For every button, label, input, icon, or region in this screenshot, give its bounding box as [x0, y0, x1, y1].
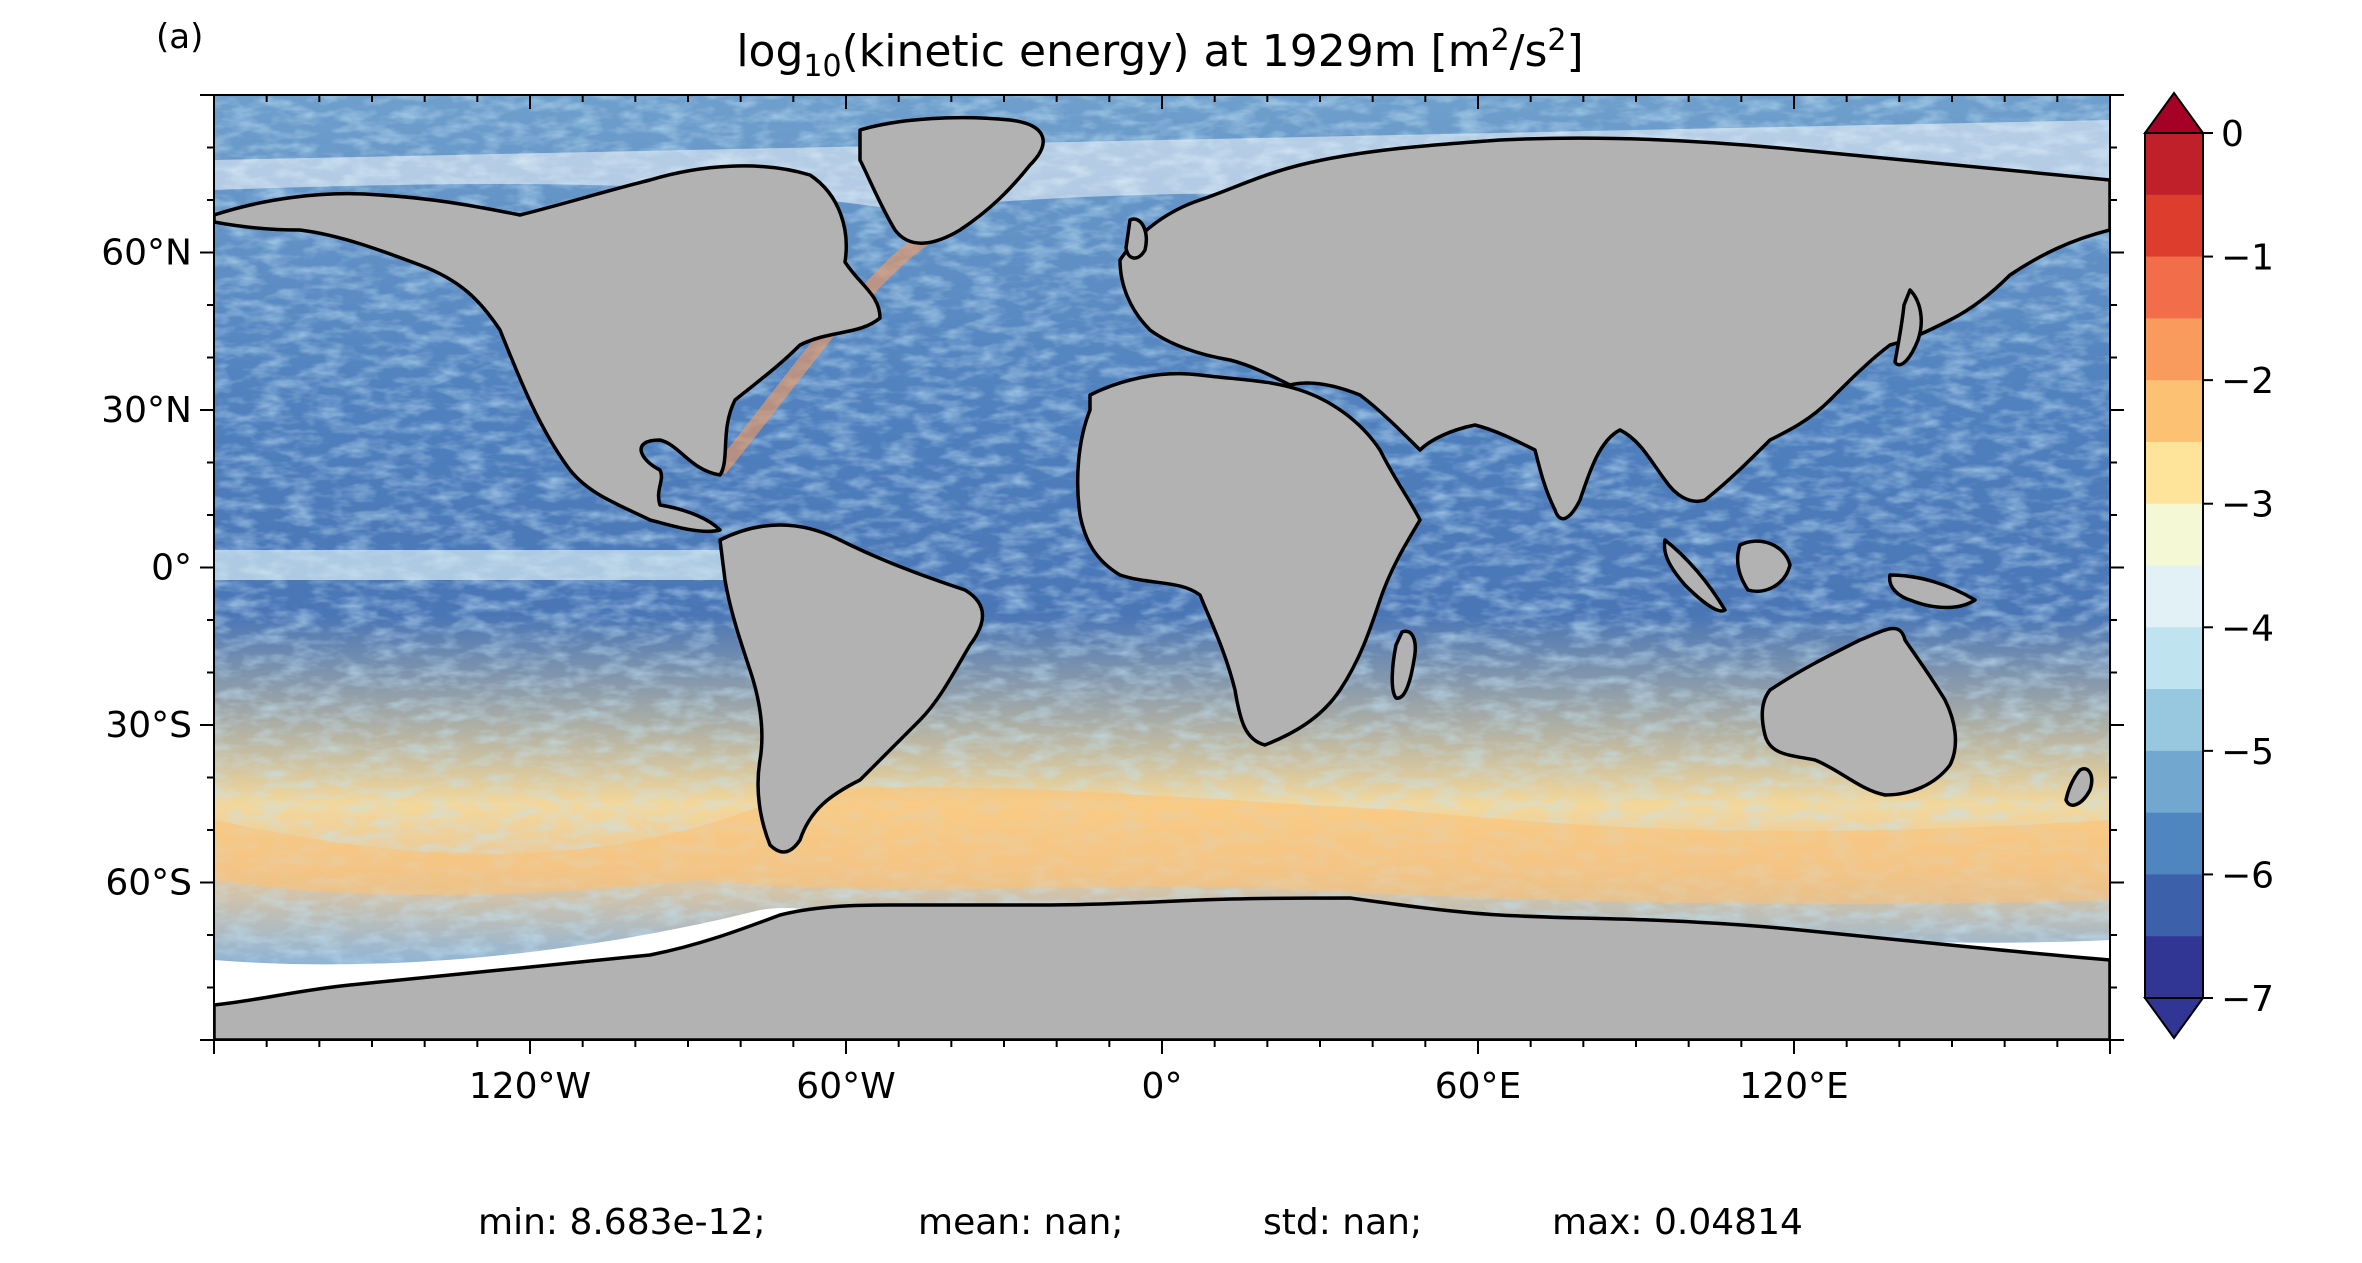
colorbar-frame: [2144, 132, 2204, 999]
land: [214, 115, 2110, 1040]
land-australia: [1760, 626, 1958, 797]
equatorial-band: [214, 550, 734, 580]
land-borneo: [1735, 539, 1792, 593]
land-new-zealand: [2064, 767, 2094, 807]
colorbar-level: [2145, 689, 2203, 752]
title-prefix: log: [736, 26, 803, 77]
lat-tick-label: 60°N: [101, 233, 192, 274]
colorbar-over-triangle: [2143, 91, 2205, 134]
lat-tick-label: 0°: [151, 548, 192, 589]
colorbar-tick-label: −5: [2221, 732, 2274, 773]
land-eurasia: [1118, 136, 2110, 521]
colorbar-tick-label: −7: [2221, 979, 2274, 1020]
lat-tick-label: 30°N: [101, 390, 192, 431]
colorbar-tick-label: −3: [2221, 485, 2274, 526]
colorbar-level: [2145, 812, 2203, 876]
colorbar-tick-label: −1: [2221, 238, 2274, 279]
title-suffix: ]: [1567, 26, 1584, 77]
lat-tick-label: 60°S: [105, 863, 192, 904]
colorbar-under-triangle: [2143, 997, 2205, 1040]
land-british-isles: [1124, 217, 1148, 260]
lon-tick-label: 120°W: [469, 1066, 591, 1107]
land-sumatra: [1662, 538, 1727, 613]
land-madagascar: [1390, 629, 1417, 700]
lon-ticks: 120°W 60°W 0° 60°E 120°E: [213, 95, 2111, 1107]
lon-tick-label: 60°W: [796, 1066, 895, 1107]
land-south-america: [718, 523, 985, 854]
stat-max: max: 0.04814: [1552, 1202, 1803, 1243]
lat-tick-label: 30°S: [105, 705, 192, 746]
colorbar-tick-label: 0: [2221, 114, 2244, 155]
title-sup2: 2: [1547, 23, 1566, 58]
colorbar-level: [2145, 256, 2203, 319]
colorbar-level: [2145, 874, 2203, 937]
colorbar-tick-label: −6: [2221, 855, 2274, 896]
title-sup1: 2: [1491, 23, 1510, 58]
plot-title: log10(kinetic energy) at 1929m [m2/s2]: [736, 23, 1583, 84]
acc-band: [214, 787, 2110, 905]
colorbar-level: [2145, 503, 2203, 567]
lon-tick-label: 0°: [1142, 1066, 1183, 1107]
land-antarctica: [214, 896, 2110, 1040]
land-greenland: [858, 115, 1045, 245]
colorbar-level: [2145, 441, 2203, 505]
colorbar-level: [2145, 565, 2203, 628]
panel-label: (a): [156, 17, 203, 57]
colorbar-level: [2145, 380, 2203, 443]
lon-tick-label: 120°E: [1739, 1066, 1848, 1107]
land-japan: [1893, 288, 1923, 367]
land-new-guinea: [1887, 573, 1977, 610]
stat-mean: mean: nan;: [918, 1202, 1124, 1243]
land-africa: [1075, 371, 1422, 747]
title-mid: /s: [1510, 26, 1548, 77]
title-prefix-subscript: 10: [803, 49, 841, 84]
colorbar-level: [2145, 750, 2203, 814]
colorbar: 0 −1 −2 −3 −4 −5 −6 −7: [2143, 91, 2274, 1040]
stat-min: min: 8.683e-12;: [478, 1202, 766, 1243]
colorbar-level: [2145, 627, 2203, 690]
lon-tick-label: 60°E: [1435, 1066, 1522, 1107]
title-main: (kinetic energy) at 1929m [m: [842, 26, 1491, 77]
colorbar-level: [2145, 194, 2203, 258]
colorbar-tick-label: −2: [2221, 361, 2274, 402]
land-north-america: [214, 164, 882, 534]
lat-ticks: 60°N 30°N 0° 30°S 60°S: [101, 94, 2124, 1041]
stat-std: std: nan;: [1263, 1202, 1422, 1243]
colorbar-tick-label: −4: [2221, 608, 2274, 649]
colorbar-level: [2145, 133, 2203, 196]
colorbar-level: [2145, 318, 2203, 381]
map-panel: [214, 95, 2110, 1040]
stats-line: min: 8.683e-12; mean: nan; std: nan; max…: [478, 1202, 1803, 1243]
colorbar-level: [2145, 936, 2203, 999]
